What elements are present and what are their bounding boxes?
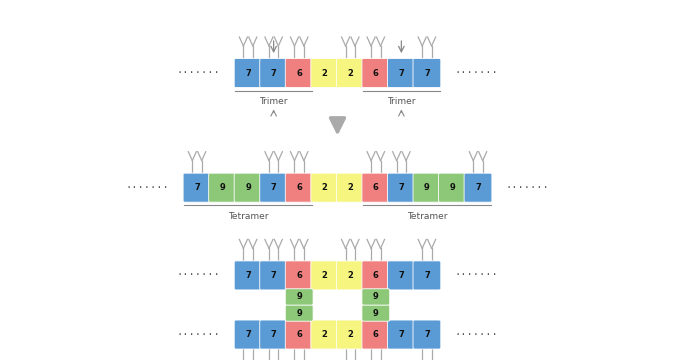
Text: 9: 9	[296, 309, 302, 318]
Text: 2: 2	[348, 183, 353, 192]
Text: 6: 6	[296, 271, 302, 280]
Text: 7: 7	[245, 330, 251, 339]
Text: 7: 7	[194, 183, 200, 192]
FancyBboxPatch shape	[209, 173, 236, 202]
FancyBboxPatch shape	[336, 173, 364, 202]
FancyBboxPatch shape	[310, 261, 339, 290]
Text: 6: 6	[296, 69, 302, 78]
Text: 2: 2	[322, 330, 327, 339]
FancyBboxPatch shape	[413, 261, 441, 290]
Text: 2: 2	[322, 183, 327, 192]
FancyBboxPatch shape	[234, 261, 262, 290]
Text: 7: 7	[271, 69, 277, 78]
Text: 7: 7	[398, 69, 404, 78]
FancyBboxPatch shape	[336, 320, 364, 349]
Text: ·······: ·······	[455, 330, 499, 340]
FancyBboxPatch shape	[286, 305, 313, 321]
FancyBboxPatch shape	[286, 320, 313, 349]
FancyBboxPatch shape	[362, 305, 389, 321]
FancyBboxPatch shape	[413, 173, 441, 202]
Text: 9: 9	[373, 309, 379, 318]
FancyBboxPatch shape	[387, 173, 415, 202]
Text: 9: 9	[450, 183, 456, 192]
Text: 9: 9	[296, 292, 302, 301]
Text: ·······: ·······	[455, 68, 499, 78]
FancyBboxPatch shape	[336, 261, 364, 290]
Text: 2: 2	[348, 271, 353, 280]
Text: 2: 2	[348, 330, 353, 339]
Text: Tetramer: Tetramer	[406, 212, 447, 221]
FancyBboxPatch shape	[183, 173, 211, 202]
FancyBboxPatch shape	[286, 289, 313, 305]
Text: 6: 6	[373, 183, 379, 192]
Text: ·······: ·······	[126, 183, 169, 193]
FancyBboxPatch shape	[234, 173, 262, 202]
Text: 2: 2	[348, 69, 353, 78]
Text: 7: 7	[424, 69, 430, 78]
Text: Trimer: Trimer	[259, 97, 288, 106]
FancyBboxPatch shape	[387, 261, 415, 290]
FancyBboxPatch shape	[260, 173, 288, 202]
FancyBboxPatch shape	[362, 289, 389, 305]
Text: Tetramer: Tetramer	[228, 212, 269, 221]
FancyBboxPatch shape	[362, 173, 389, 202]
FancyBboxPatch shape	[387, 320, 415, 349]
Text: ·······: ·······	[506, 183, 549, 193]
FancyBboxPatch shape	[362, 320, 389, 349]
FancyBboxPatch shape	[234, 58, 262, 87]
Text: 6: 6	[373, 330, 379, 339]
Text: ·······: ·······	[176, 270, 220, 280]
FancyBboxPatch shape	[260, 261, 288, 290]
FancyBboxPatch shape	[310, 320, 339, 349]
Text: 7: 7	[424, 330, 430, 339]
Text: 6: 6	[296, 183, 302, 192]
Text: 7: 7	[398, 330, 404, 339]
Text: 7: 7	[271, 330, 277, 339]
Text: 7: 7	[398, 183, 404, 192]
Text: ·······: ·······	[455, 270, 499, 280]
Text: 2: 2	[322, 271, 327, 280]
Text: 2: 2	[322, 69, 327, 78]
Text: 6: 6	[373, 69, 379, 78]
Text: 7: 7	[424, 271, 430, 280]
FancyBboxPatch shape	[234, 320, 262, 349]
FancyBboxPatch shape	[362, 58, 389, 87]
Text: 9: 9	[245, 183, 251, 192]
Text: ·······: ·······	[176, 68, 220, 78]
FancyBboxPatch shape	[464, 173, 492, 202]
Text: 7: 7	[245, 69, 251, 78]
FancyBboxPatch shape	[310, 173, 339, 202]
Text: 9: 9	[219, 183, 225, 192]
Text: 7: 7	[271, 183, 277, 192]
FancyBboxPatch shape	[286, 58, 313, 87]
FancyBboxPatch shape	[362, 261, 389, 290]
Text: 7: 7	[398, 271, 404, 280]
Text: 6: 6	[296, 330, 302, 339]
Text: 6: 6	[373, 271, 379, 280]
FancyBboxPatch shape	[260, 58, 288, 87]
FancyBboxPatch shape	[286, 261, 313, 290]
FancyBboxPatch shape	[413, 320, 441, 349]
FancyBboxPatch shape	[286, 173, 313, 202]
Text: 7: 7	[245, 271, 251, 280]
FancyBboxPatch shape	[336, 58, 364, 87]
Text: Trimer: Trimer	[387, 97, 416, 106]
FancyBboxPatch shape	[260, 320, 288, 349]
FancyBboxPatch shape	[387, 58, 415, 87]
Text: ·······: ·······	[176, 330, 220, 340]
FancyBboxPatch shape	[310, 58, 339, 87]
Text: 9: 9	[373, 292, 379, 301]
FancyBboxPatch shape	[413, 58, 441, 87]
Text: 9: 9	[424, 183, 430, 192]
Text: 7: 7	[475, 183, 481, 192]
FancyBboxPatch shape	[439, 173, 466, 202]
Text: 7: 7	[271, 271, 277, 280]
